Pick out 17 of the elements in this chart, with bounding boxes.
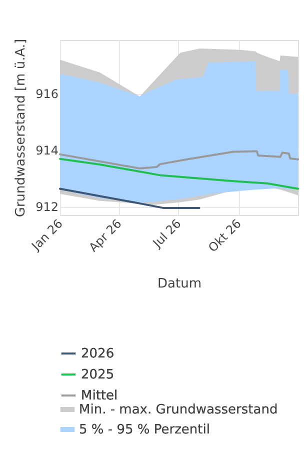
x-tick-label: Apr 26 <box>86 216 124 255</box>
legend-label: Mittel <box>81 388 118 404</box>
y-tick-label: 916 <box>36 87 58 102</box>
line-series <box>59 150 299 170</box>
y-tick-label: 914 <box>36 144 58 158</box>
x-axis-title: Datum <box>158 276 202 292</box>
legend-label: 2025 <box>81 368 114 382</box>
y-axis-title: Grundwasserstand [m ü.A.] <box>14 38 29 218</box>
legend-label: Min. - max. Grundwasserstand <box>79 402 278 418</box>
line-series <box>59 188 200 209</box>
x-tick-label: Jul 26 <box>149 216 184 251</box>
x-tick-label: Jan 26 <box>28 216 66 254</box>
legend-label: 2026 <box>81 346 114 362</box>
x-tick-label: Okt 26 <box>206 216 244 255</box>
legend-label: 5 % - 95 % Perzentil <box>79 422 210 438</box>
y-tick-label: 912 <box>36 200 58 214</box>
line-series <box>59 158 299 190</box>
